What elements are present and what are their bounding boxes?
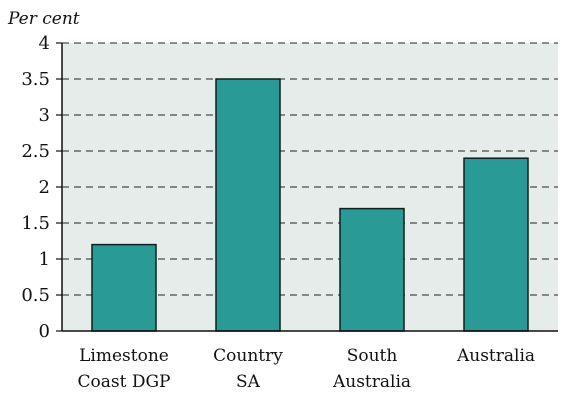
x-category-labels: Limestone Coast DGP Country SA South Australi… <box>78 346 536 392</box>
y-tick-label: 2.5 <box>21 141 50 162</box>
bar <box>91 243 157 332</box>
y-tick-label: 3 <box>39 105 50 126</box>
x-category-label: Limestone <box>79 346 169 366</box>
y-tick-labels: 0 0.5 1 1.5 2 2.5 3 3.5 4 <box>21 33 62 342</box>
y-tick-label: 1.5 <box>21 213 50 234</box>
y-tick-label: 2 <box>39 177 50 198</box>
y-tick-label: 0.5 <box>21 285 50 306</box>
bar <box>339 207 405 332</box>
bar <box>463 157 529 332</box>
y-tick-label: 4 <box>39 33 50 54</box>
x-category-label: Country <box>213 346 283 366</box>
y-tick-label: 1 <box>39 249 50 270</box>
x-category-label: Coast DGP <box>78 372 171 392</box>
x-category-label: South <box>347 346 398 366</box>
y-tick-label: 0 <box>39 321 50 342</box>
y-tick-label: 3.5 <box>21 69 50 90</box>
x-category-label: Australia <box>456 346 535 366</box>
x-category-label: Australia <box>332 372 411 392</box>
x-category-label: SA <box>236 372 261 392</box>
bar <box>215 78 281 332</box>
y-axis-label: Per cent <box>7 9 80 29</box>
